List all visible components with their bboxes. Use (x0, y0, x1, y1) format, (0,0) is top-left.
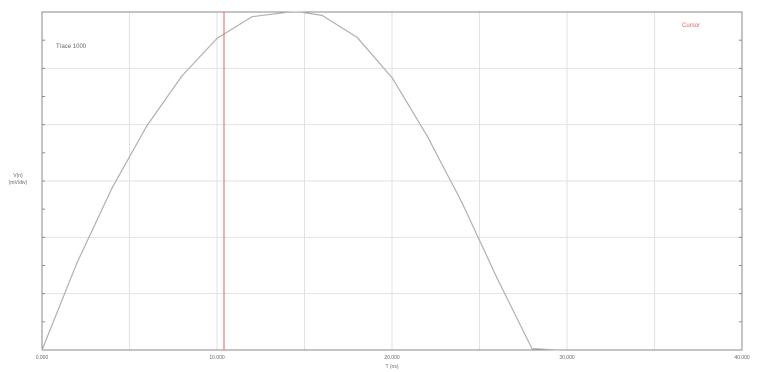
data-point (426, 135, 428, 137)
data-point (299, 11, 301, 13)
data-point (216, 37, 218, 39)
series-layer (41, 11, 559, 351)
data-point (356, 36, 358, 38)
data-point (181, 75, 183, 77)
x-tick-label: 40.000 (734, 355, 750, 361)
data-point (531, 348, 533, 350)
data-point (496, 277, 498, 279)
data-point (557, 349, 559, 351)
cursor-legend-label: Cursor (682, 23, 700, 29)
x-tick-label: 10.000 (209, 355, 225, 361)
data-point (111, 187, 113, 189)
x-tick-label: 0.000 (36, 355, 49, 361)
data-point (321, 14, 323, 16)
data-point (41, 349, 43, 351)
data-point (146, 124, 148, 127)
trace-label: Trace 1000 (56, 44, 87, 50)
grid (42, 12, 742, 350)
data-point (391, 76, 393, 79)
x-axis-label: T (ns) (386, 364, 399, 370)
x-tick-label: 30.000 (559, 355, 575, 361)
plot-frame (41, 11, 743, 351)
y-axis-label: V(n) (13, 173, 23, 179)
data-point (251, 16, 253, 18)
data-point (461, 202, 463, 204)
data-point (286, 11, 288, 13)
x-tick-labels: 0.000 10.000 20.000 30.000 40.000 (36, 355, 750, 361)
data-point (76, 262, 78, 264)
y-axis-unit-label: (mV/div) (9, 180, 28, 186)
x-tick-label: 20.000 (384, 355, 400, 361)
